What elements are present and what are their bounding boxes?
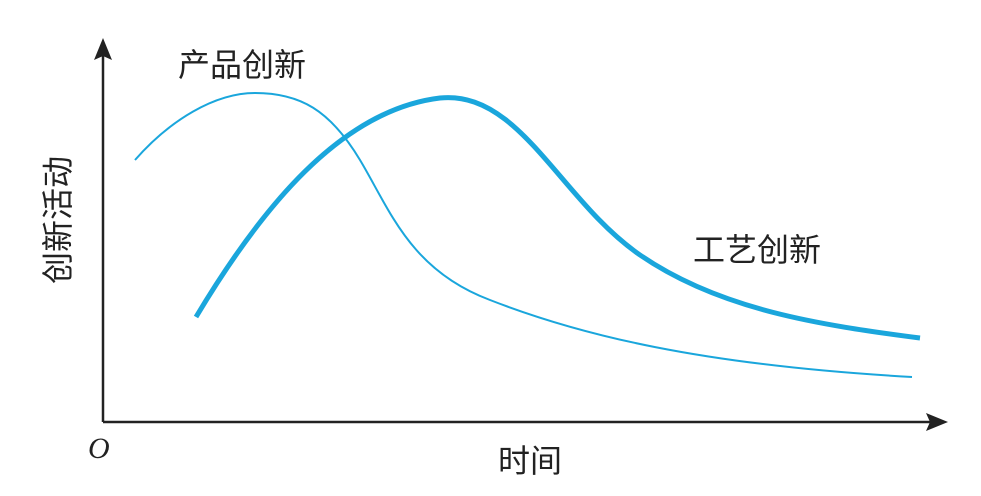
origin-label: O [88,432,110,465]
product-curve [134,91,913,378]
curve-label: 工艺创新 [693,231,821,269]
process-curve [193,95,921,341]
x-arrow [926,413,948,431]
y-arrow [94,38,112,60]
x-axis-label: 时间 [498,442,562,480]
y-axis-label: 创新活动 [39,156,77,284]
curve-label: 产品创新 [178,46,306,84]
